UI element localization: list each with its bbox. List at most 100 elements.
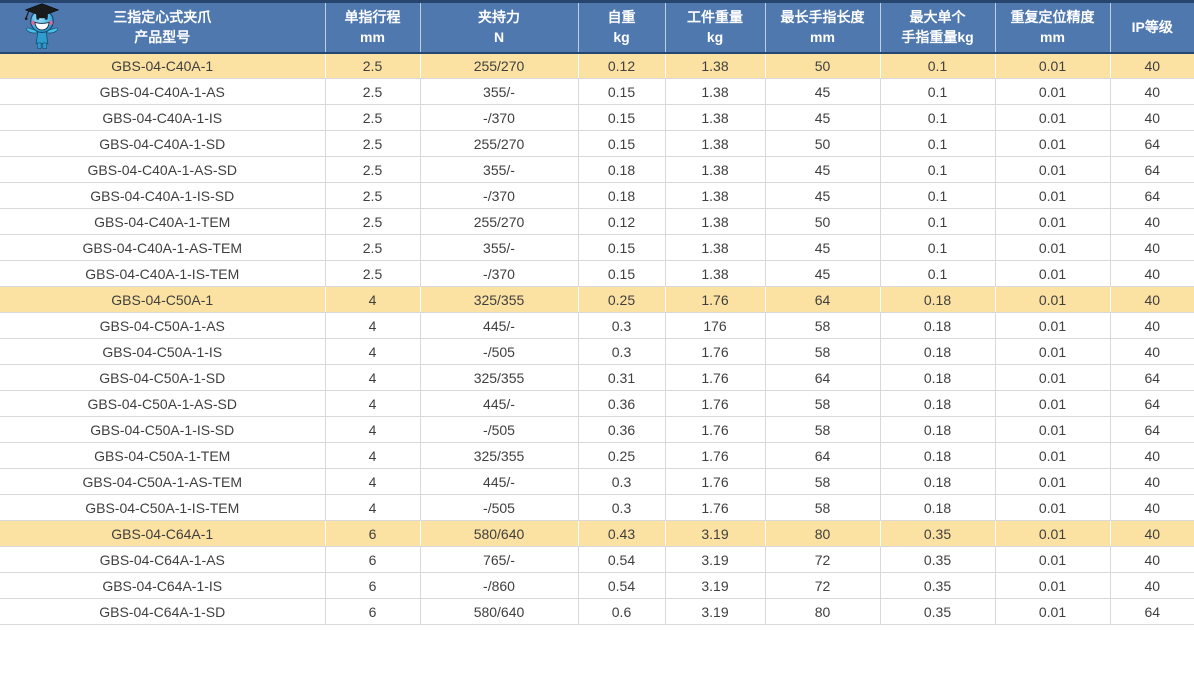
cell-ip: 40 [1109, 52, 1194, 79]
mascot-logo-icon [16, 2, 68, 52]
cell-finger_length: 45 [764, 78, 881, 105]
series-header-row: GBS-04-C50A-1 4 325/355 0.25 1.76 64 0.18 0.01 4… [0, 286, 1194, 313]
header-row: 三指定心式夹爪 产品型号 单指行程 mm 夹持力 N [0, 0, 1194, 54]
cell-precision: 0.01 [994, 260, 1111, 287]
cell-finger_length: 45 [764, 260, 881, 287]
cell-stroke: 2.5 [324, 234, 421, 261]
cell-finger_length: 45 [764, 182, 881, 209]
column-title-workpiece-weight: 工件重量 [687, 8, 743, 25]
cell-ip: 40 [1109, 234, 1194, 261]
table-row: GBS-04-C40A-1-IS 2.5 -/370 0.15 1.38 45 0.1 0.0… [0, 104, 1194, 131]
cell-model: GBS-04-C40A-1-AS-SD [0, 156, 326, 183]
table-row: GBS-04-C50A-1-TEM 4 325/355 0.25 1.76 64 0.18 0… [0, 442, 1194, 469]
cell-workpiece_weight: 1.76 [664, 442, 766, 469]
cell-workpiece_weight: 1.38 [664, 156, 766, 183]
cell-self_weight: 0.54 [577, 546, 666, 573]
col-header-ip: IP等级 [1109, 0, 1194, 54]
table-row: GBS-04-C40A-1-IS-SD 2.5 -/370 0.18 1.38 45 0.1… [0, 182, 1194, 209]
column-title-model: 三指定心式夹爪 [113, 8, 212, 25]
cell-force: 355/- [419, 78, 579, 105]
cell-precision: 0.01 [994, 156, 1111, 183]
table-row: GBS-04-C50A-1-IS 4 -/505 0.3 1.76 58 0.18 0.01 4… [0, 338, 1194, 365]
cell-force: 580/640 [419, 598, 579, 625]
cell-workpiece_weight: 1.38 [664, 260, 766, 287]
cell-force: 445/- [419, 390, 579, 417]
cell-ip: 64 [1109, 182, 1194, 209]
table-row: GBS-04-C40A-1-SD 2.5 255/270 0.15 1.38 50 0.1 0… [0, 130, 1194, 157]
table-row: GBS-04-C64A-1-SD 6 580/640 0.6 3.19 80 0.35 0.0… [0, 598, 1194, 625]
cell-precision: 0.01 [994, 494, 1111, 521]
cell-model: GBS-04-C64A-1-SD [0, 598, 326, 625]
cell-finger_length: 64 [764, 364, 881, 391]
col-header-self-weight: 自重 kg [577, 0, 665, 54]
cell-stroke: 4 [324, 468, 421, 495]
cell-workpiece_weight: 3.19 [664, 520, 766, 547]
col-header-force: 夹持力 N [419, 0, 578, 54]
cell-precision: 0.01 [994, 286, 1111, 313]
cell-self_weight: 0.3 [577, 468, 666, 495]
column-subtitle-finger-weight: 手指重量kg [901, 29, 974, 46]
cell-self_weight: 0.31 [577, 364, 666, 391]
cell-workpiece_weight: 1.76 [664, 364, 766, 391]
cell-finger_weight: 0.35 [879, 520, 996, 547]
cell-force: 255/270 [419, 130, 579, 157]
cell-precision: 0.01 [994, 52, 1111, 79]
cell-finger_length: 80 [764, 598, 881, 625]
cell-force: 255/270 [419, 208, 579, 235]
cell-self_weight: 0.25 [577, 286, 666, 313]
cell-self_weight: 0.43 [577, 520, 666, 547]
cell-finger_length: 72 [764, 546, 881, 573]
cell-finger_length: 72 [764, 572, 881, 599]
cell-stroke: 4 [324, 390, 421, 417]
cell-ip: 40 [1109, 546, 1194, 573]
cell-stroke: 4 [324, 442, 421, 469]
table-row: GBS-04-C40A-1-AS 2.5 355/- 0.15 1.38 45 0.1 0.0… [0, 78, 1194, 105]
cell-finger_weight: 0.18 [879, 286, 996, 313]
cell-precision: 0.01 [994, 520, 1111, 547]
cell-workpiece_weight: 1.38 [664, 78, 766, 105]
cell-finger_length: 45 [764, 234, 881, 261]
cell-workpiece_weight: 1.38 [664, 208, 766, 235]
cell-force: -/505 [419, 494, 579, 521]
cell-precision: 0.01 [994, 572, 1111, 599]
cell-force: 580/640 [419, 520, 579, 547]
cell-finger_length: 80 [764, 520, 881, 547]
cell-workpiece_weight: 1.38 [664, 130, 766, 157]
cell-force: 325/355 [419, 442, 579, 469]
col-header-precision: 重复定位精度 mm [994, 0, 1110, 54]
cell-workpiece_weight: 1.76 [664, 494, 766, 521]
cell-self_weight: 0.12 [577, 208, 666, 235]
column-subtitle-self-weight: kg [613, 29, 630, 46]
cell-precision: 0.01 [994, 546, 1111, 573]
cell-finger_length: 50 [764, 130, 881, 157]
cell-self_weight: 0.15 [577, 78, 666, 105]
table-row: GBS-04-C50A-1-AS-SD 4 445/- 0.36 1.76 58 0.18 0… [0, 390, 1194, 417]
cell-stroke: 4 [324, 494, 421, 521]
cell-precision: 0.01 [994, 208, 1111, 235]
cell-ip: 40 [1109, 494, 1194, 521]
cell-finger_weight: 0.1 [879, 104, 996, 131]
cell-force: -/505 [419, 338, 579, 365]
cell-self_weight: 0.18 [577, 182, 666, 209]
cell-workpiece_weight: 1.76 [664, 416, 766, 443]
cell-model: GBS-04-C40A-1 [0, 52, 326, 79]
cell-workpiece_weight: 1.38 [664, 104, 766, 131]
cell-finger_weight: 0.35 [879, 598, 996, 625]
cell-stroke: 4 [324, 338, 421, 365]
cell-finger_length: 58 [764, 468, 881, 495]
cell-ip: 40 [1109, 260, 1194, 287]
cell-model: GBS-04-C50A-1-TEM [0, 442, 326, 469]
cell-precision: 0.01 [994, 468, 1111, 495]
cell-finger_weight: 0.1 [879, 78, 996, 105]
cell-stroke: 4 [324, 286, 421, 313]
cell-finger_length: 58 [764, 416, 881, 443]
cell-ip: 64 [1109, 364, 1194, 391]
cell-self_weight: 0.18 [577, 156, 666, 183]
table-row: GBS-04-C40A-1-TEM 2.5 255/270 0.12 1.38 50 0.1… [0, 208, 1194, 235]
table-row: GBS-04-C50A-1-AS-TEM 4 445/- 0.3 1.76 58 0.18 0… [0, 468, 1194, 495]
cell-force: 445/- [419, 468, 579, 495]
table-row: GBS-04-C50A-1-IS-SD 4 -/505 0.36 1.76 58 0.18 0… [0, 416, 1194, 443]
cell-ip: 40 [1109, 468, 1194, 495]
cell-model: GBS-04-C50A-1 [0, 286, 326, 313]
cell-finger_length: 58 [764, 338, 881, 365]
